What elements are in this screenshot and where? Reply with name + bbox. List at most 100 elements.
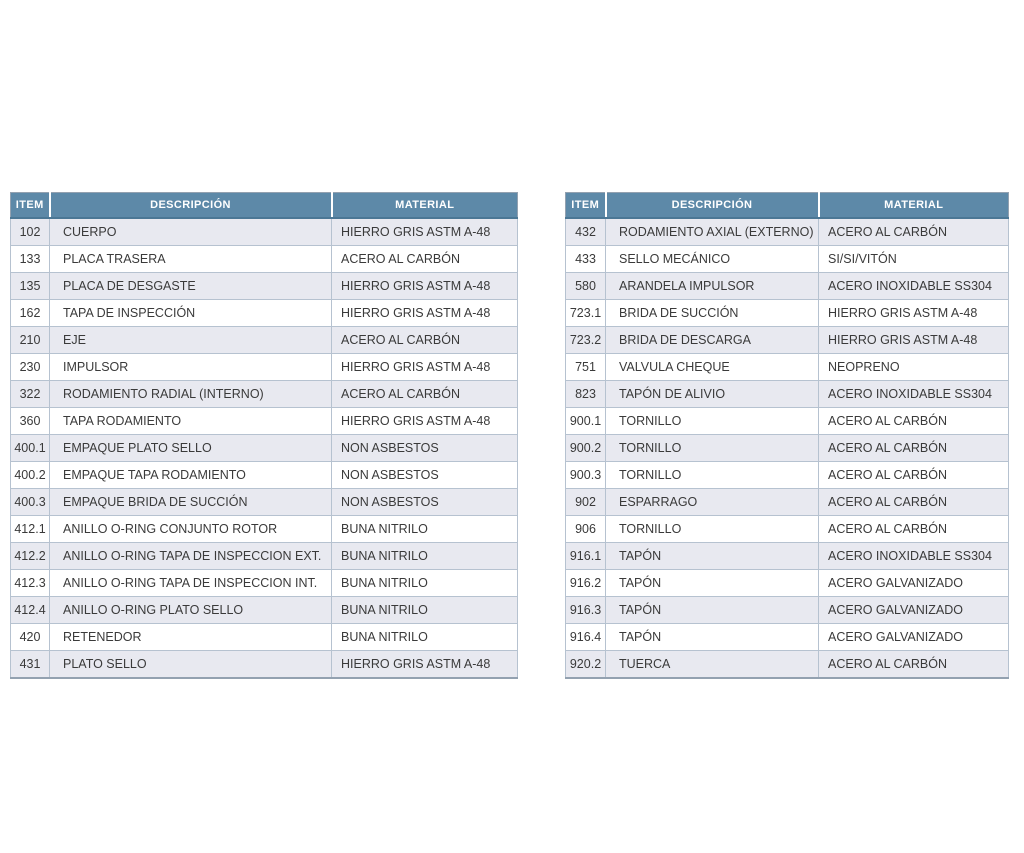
cell-material: ACERO AL CARBÓN [331,245,518,273]
cell-item: 900.1 [565,407,606,435]
cell-item: 916.4 [565,623,606,651]
table-row: 360 TAPA RODAMIENTO HIERRO GRIS ASTM A-48 [10,407,518,435]
cell-material: ACERO AL CARBÓN [818,407,1009,435]
table-header: ITEM DESCRIPCIÓN MATERIAL [10,192,518,219]
cell-item: 723.1 [565,299,606,327]
cell-description: TAPÓN [605,542,819,570]
cell-material: ACERO AL CARBÓN [818,515,1009,543]
parts-table-right: ITEM DESCRIPCIÓN MATERIAL 432 RODAMIENTO … [565,192,1009,679]
cell-item: 210 [10,326,50,354]
column-header-material: MATERIAL [331,192,518,219]
cell-item: 751 [565,353,606,381]
table-row: 916.4 TAPÓN ACERO GALVANIZADO [565,623,1009,651]
cell-material: ACERO INOXIDABLE SS304 [818,272,1009,300]
cell-description: SELLO MECÁNICO [605,245,819,273]
table-row: 412.1 ANILLO O-RING CONJUNTO ROTOR BUNA NI… [10,515,518,543]
table-row: 902 ESPARRAGO ACERO AL CARBÓN [565,488,1009,516]
table-row: 916.1 TAPÓN ACERO INOXIDABLE SS304 [565,542,1009,570]
cell-description: TAPÓN [605,569,819,597]
table-row: 432 RODAMIENTO AXIAL (EXTERNO) ACERO AL CA… [565,217,1009,246]
cell-material: NON ASBESTOS [331,461,518,489]
header-row: ITEM DESCRIPCIÓN MATERIAL [565,192,1009,219]
table-row: 580 ARANDELA IMPULSOR ACERO INOXIDABLE SS3… [565,272,1009,300]
cell-description: CUERPO [49,217,332,246]
table-row: 433 SELLO MECÁNICO SI/SI/VITÓN [565,245,1009,273]
table-row: 412.3 ANILLO O-RING TAPA DE INSPECCION IN… [10,569,518,597]
column-header-material: MATERIAL [818,192,1009,219]
table-row: 906 TORNILLO ACERO AL CARBÓN [565,515,1009,543]
cell-item: 580 [565,272,606,300]
cell-item: 823 [565,380,606,408]
cell-item: 322 [10,380,50,408]
cell-material: SI/SI/VITÓN [818,245,1009,273]
cell-description: PLATO SELLO [49,650,332,679]
cell-description: VALVULA CHEQUE [605,353,819,381]
table-row: 400.3 EMPAQUE BRIDA DE SUCCIÓN NON ASBESTO… [10,488,518,516]
cell-description: TAPA DE INSPECCIÓN [49,299,332,327]
cell-item: 900.2 [565,434,606,462]
cell-item: 412.4 [10,596,50,624]
cell-material: BUNA NITRILO [331,515,518,543]
cell-item: 900.3 [565,461,606,489]
cell-description: ESPARRAGO [605,488,819,516]
cell-material: NEOPRENO [818,353,1009,381]
column-header-description: DESCRIPCIÓN [49,192,333,219]
table-row: 900.1 TORNILLO ACERO AL CARBÓN [565,407,1009,435]
cell-item: 360 [10,407,50,435]
cell-description: TAPA RODAMIENTO [49,407,332,435]
cell-material: ACERO AL CARBÓN [331,380,518,408]
table-row: 431 PLATO SELLO HIERRO GRIS ASTM A-48 [10,650,518,679]
cell-item: 723.2 [565,326,606,354]
cell-description: ANILLO O-RING PLATO SELLO [49,596,332,624]
column-header-description: DESCRIPCIÓN [605,192,820,219]
table-row: 823 TAPÓN DE ALIVIO ACERO INOXIDABLE SS304 [565,380,1009,408]
cell-item: 920.2 [565,650,606,679]
table-row: 723.1 BRIDA DE SUCCIÓN HIERRO GRIS ASTM A-… [565,299,1009,327]
cell-material: NON ASBESTOS [331,434,518,462]
table-row: 723.2 BRIDA DE DESCARGA HIERRO GRIS ASTM A… [565,326,1009,354]
cell-material: HIERRO GRIS ASTM A-48 [331,407,518,435]
cell-item: 135 [10,272,50,300]
cell-material: HIERRO GRIS ASTM A-48 [331,272,518,300]
cell-item: 412.3 [10,569,50,597]
cell-item: 420 [10,623,50,651]
cell-material: ACERO AL CARBÓN [818,217,1009,246]
table-header: ITEM DESCRIPCIÓN MATERIAL [565,192,1009,219]
cell-item: 133 [10,245,50,273]
table-row: 133 PLACA TRASERA ACERO AL CARBÓN [10,245,518,273]
cell-description: TAPÓN DE ALIVIO [605,380,819,408]
cell-item: 162 [10,299,50,327]
cell-material: ACERO INOXIDABLE SS304 [818,542,1009,570]
cell-description: BRIDA DE SUCCIÓN [605,299,819,327]
cell-description: TORNILLO [605,461,819,489]
cell-material: BUNA NITRILO [331,569,518,597]
cell-description: EMPAQUE TAPA RODAMIENTO [49,461,332,489]
cell-material: BUNA NITRILO [331,596,518,624]
cell-description: RETENEDOR [49,623,332,651]
cell-item: 400.3 [10,488,50,516]
cell-description: EMPAQUE PLATO SELLO [49,434,332,462]
cell-material: HIERRO GRIS ASTM A-48 [331,299,518,327]
cell-description: TORNILLO [605,434,819,462]
column-header-item: ITEM [565,192,607,219]
table-row: 230 IMPULSOR HIERRO GRIS ASTM A-48 [10,353,518,381]
cell-material: ACERO AL CARBÓN [818,488,1009,516]
cell-description: ANILLO O-RING TAPA DE INSPECCION INT. [49,569,332,597]
cell-material: ACERO GALVANIZADO [818,623,1009,651]
cell-description: ANILLO O-RING TAPA DE INSPECCION EXT. [49,542,332,570]
cell-item: 916.2 [565,569,606,597]
cell-material: HIERRO GRIS ASTM A-48 [331,650,518,679]
table-row: 400.1 EMPAQUE PLATO SELLO NON ASBESTOS [10,434,518,462]
cell-item: 916.1 [565,542,606,570]
cell-description: RODAMIENTO RADIAL (INTERNO) [49,380,332,408]
cell-material: BUNA NITRILO [331,542,518,570]
table-row: 900.2 TORNILLO ACERO AL CARBÓN [565,434,1009,462]
cell-material: HIERRO GRIS ASTM A-48 [331,217,518,246]
table-row: 916.3 TAPÓN ACERO GALVANIZADO [565,596,1009,624]
table-row: 900.3 TORNILLO ACERO AL CARBÓN [565,461,1009,489]
cell-item: 432 [565,217,606,246]
table-row: 420 RETENEDOR BUNA NITRILO [10,623,518,651]
cell-description: PLACA DE DESGASTE [49,272,332,300]
cell-material: ACERO AL CARBÓN [818,650,1009,679]
table-row: 920.2 TUERCA ACERO AL CARBÓN [565,650,1009,679]
